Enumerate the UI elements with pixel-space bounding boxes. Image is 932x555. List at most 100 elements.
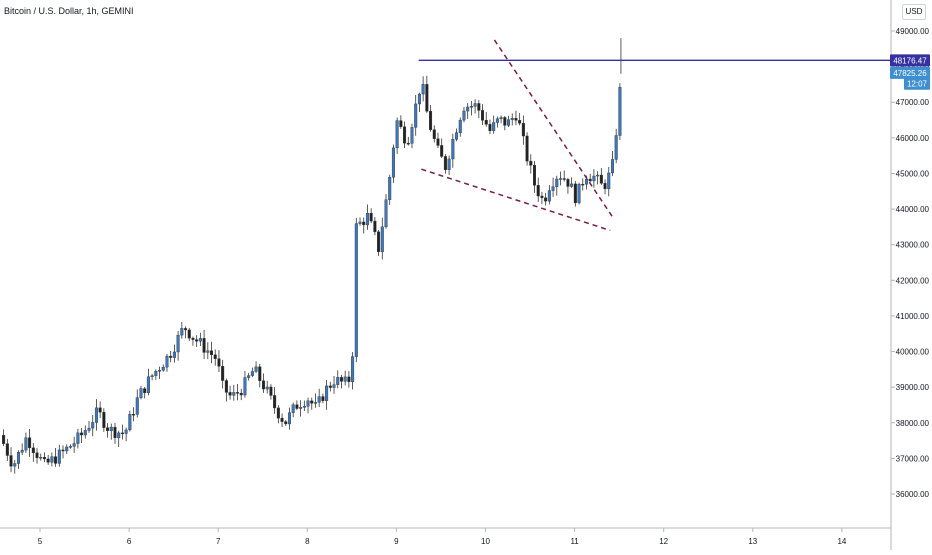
candle [302,405,306,408]
candle [547,190,551,202]
candle [313,402,317,404]
candle [20,449,24,453]
price-tick-label: 39000.00 [896,383,930,392]
candle [198,338,202,342]
price-tick-label: 45000.00 [896,169,930,178]
price-tick-label: 37000.00 [896,454,930,463]
candle [339,377,343,382]
candle [347,376,351,382]
candle [295,404,299,409]
candle [2,435,6,444]
candle [514,118,518,121]
candle [117,432,121,439]
candle [158,370,162,372]
candle [91,422,95,429]
candle [551,186,555,191]
candle [176,334,180,353]
candle [462,110,466,121]
candle [603,183,607,190]
candle [83,430,87,436]
candle [287,412,291,425]
candle [54,456,58,464]
candle [247,375,251,378]
candle [106,427,110,431]
candle [577,183,581,204]
time-tick-label: 14 [837,537,846,546]
candle [410,127,414,144]
candle [447,158,451,170]
time-axis[interactable]: 5 6 7 8 9 10 11 12 13 14 [38,528,847,546]
candle [451,138,455,160]
candle [425,84,429,112]
candle [284,421,288,425]
candle [343,376,347,382]
price-label-badge [890,54,930,67]
candle [224,380,228,393]
candle [466,106,470,112]
candle [191,337,195,340]
time-tick-label: 7 [216,537,221,546]
lower-trendline[interactable] [421,168,611,232]
candle [510,118,514,120]
candle [365,212,369,226]
candle [592,175,596,182]
candle [61,449,65,452]
candle [291,404,295,413]
price-label-text: 47825.26 [893,69,927,78]
price-tick-label: 40000.00 [896,348,930,357]
candle [328,385,332,388]
candle [239,392,243,396]
candle [406,142,410,145]
candle [68,446,72,448]
candle [42,457,46,460]
candle [540,195,544,198]
candle [443,156,447,170]
candle [458,119,462,133]
candle [481,110,485,121]
price-tick-label: 42000.00 [896,276,930,285]
candle [80,432,84,436]
candle [180,328,184,336]
candle [16,452,20,464]
candle [507,119,511,126]
candle [599,174,603,184]
candle [562,178,566,180]
candle [254,366,258,372]
candle [417,93,421,105]
price-label-text: 48176.47 [893,56,927,65]
candle [414,103,418,128]
candle [588,178,592,182]
candle [139,388,143,398]
candle [473,103,477,107]
time-tick-label: 9 [394,537,399,546]
candle [113,426,117,439]
time-tick-label: 5 [38,537,43,546]
candle [373,220,377,233]
price-axis[interactable]: 36000.00 37000.00 38000.00 39000.00 40000.00… [891,27,930,499]
candle [109,426,113,431]
candle [332,384,336,388]
candle [269,386,273,396]
candle [13,463,17,467]
candle [354,223,358,357]
candle [28,437,32,449]
candle [243,377,247,396]
candle [202,338,206,353]
candle [581,183,585,186]
candle [232,392,236,396]
currency-button[interactable]: USD [902,4,926,20]
candle [165,355,169,368]
candle [455,132,459,140]
candle [351,356,355,382]
price-label-text: 12:07 [907,80,928,89]
candle [213,354,217,359]
candle [195,339,199,342]
candle [521,123,525,137]
time-tick-label: 8 [305,537,310,546]
price-tick-label: 47000.00 [896,98,930,107]
candle [362,221,366,226]
candle [261,380,265,390]
candle [469,106,473,108]
